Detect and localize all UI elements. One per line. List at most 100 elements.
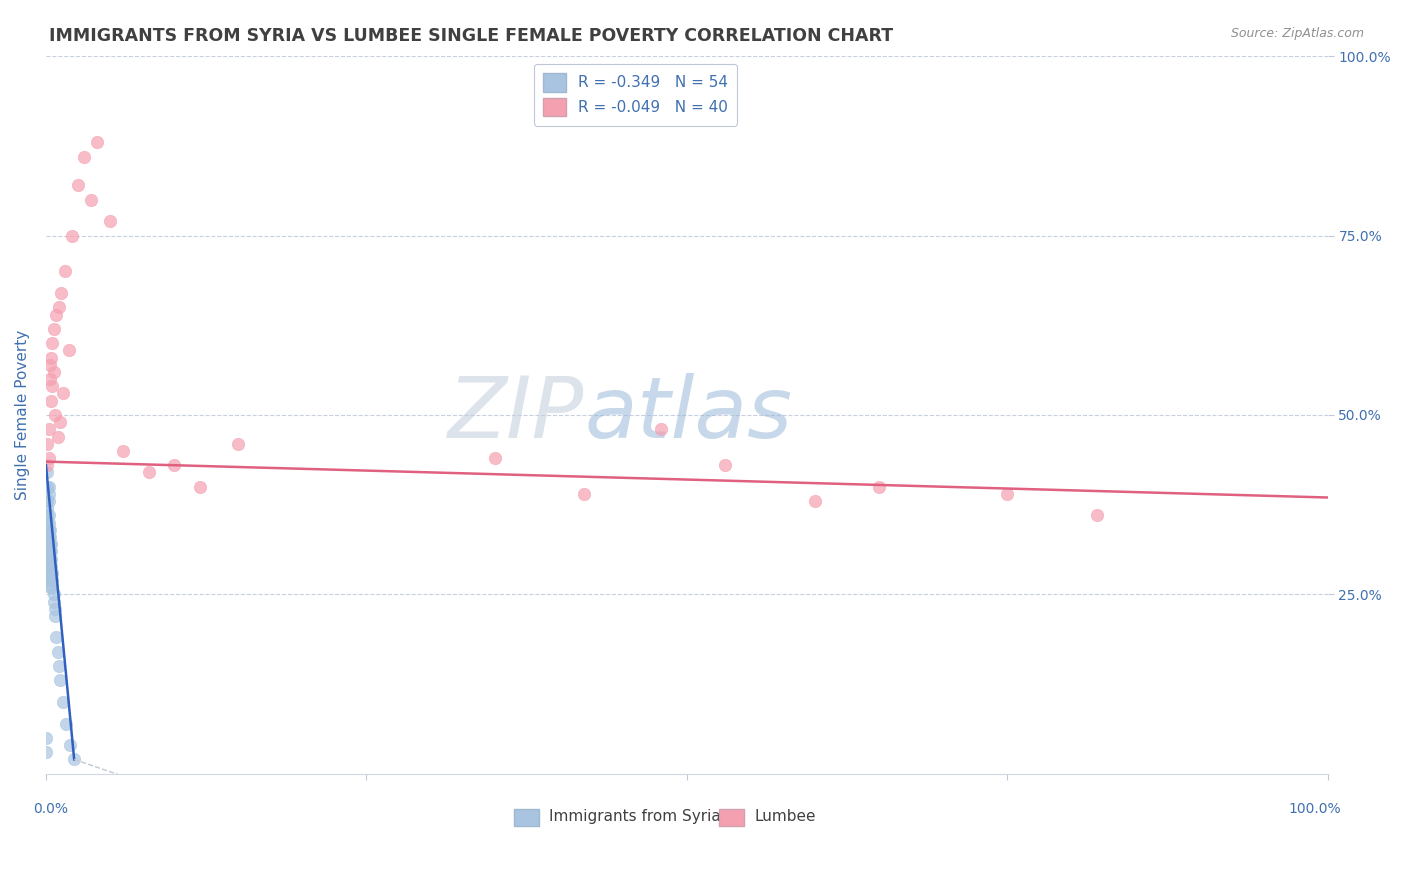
- Text: IMMIGRANTS FROM SYRIA VS LUMBEE SINGLE FEMALE POVERTY CORRELATION CHART: IMMIGRANTS FROM SYRIA VS LUMBEE SINGLE F…: [49, 27, 893, 45]
- Point: [38, 530, 60, 544]
- Point: [48, 659, 70, 673]
- Point: [37, 523, 59, 537]
- Point: [41, 580, 63, 594]
- Point: [484, 450, 506, 465]
- Point: [38, 358, 60, 372]
- Point: [49, 673, 72, 688]
- Point: [42, 322, 65, 336]
- Point: [51, 285, 73, 300]
- Point: [39, 544, 62, 558]
- Point: [38, 566, 60, 580]
- Point: [38, 523, 60, 537]
- Point: [41, 379, 63, 393]
- Point: [38, 494, 60, 508]
- Point: [41, 336, 63, 351]
- Point: [60, 228, 83, 243]
- Y-axis label: Single Female Poverty: Single Female Poverty: [15, 330, 30, 500]
- Point: [1085, 508, 1108, 523]
- Point: [66, 178, 89, 193]
- Point: [37, 458, 59, 473]
- Point: [38, 544, 60, 558]
- Point: [38, 530, 60, 544]
- Point: [38, 537, 60, 551]
- Point: [63, 752, 86, 766]
- Point: [42, 594, 65, 608]
- Point: [38, 372, 60, 386]
- Point: [37, 537, 59, 551]
- Point: [39, 551, 62, 566]
- Point: [80, 193, 103, 207]
- Point: [49, 415, 72, 429]
- Text: ZIP: ZIP: [449, 374, 585, 457]
- Point: [111, 443, 134, 458]
- Point: [53, 264, 76, 278]
- Point: [44, 408, 66, 422]
- Point: [38, 573, 60, 587]
- Point: [38, 537, 60, 551]
- Point: [41, 566, 63, 580]
- Point: [37, 530, 59, 544]
- Point: [38, 516, 60, 530]
- Point: [45, 308, 67, 322]
- Point: [38, 422, 60, 436]
- Point: [38, 558, 60, 573]
- Point: [804, 494, 827, 508]
- Point: [38, 544, 60, 558]
- Point: [42, 365, 65, 379]
- Point: [37, 480, 59, 494]
- Point: [35, 745, 58, 759]
- Point: [38, 523, 60, 537]
- Point: [37, 494, 59, 508]
- Point: [37, 508, 59, 523]
- Point: [226, 436, 249, 450]
- Point: [42, 587, 65, 601]
- Text: 0.0%: 0.0%: [34, 802, 67, 816]
- Point: [52, 386, 75, 401]
- Point: [714, 458, 737, 473]
- Point: [163, 458, 186, 473]
- Point: [45, 631, 67, 645]
- Point: [37, 566, 59, 580]
- Text: Source: ZipAtlas.com: Source: ZipAtlas.com: [1230, 27, 1364, 40]
- Point: [574, 487, 596, 501]
- Point: [38, 551, 60, 566]
- Point: [44, 608, 66, 623]
- Point: [59, 738, 82, 752]
- Point: [39, 566, 62, 580]
- Point: [86, 136, 108, 150]
- Point: [39, 558, 62, 573]
- Point: [188, 480, 211, 494]
- Point: [39, 537, 62, 551]
- Point: [46, 645, 69, 659]
- Text: Immigrants from Syria: Immigrants from Syria: [550, 809, 721, 824]
- Point: [55, 716, 77, 731]
- Point: [138, 466, 160, 480]
- Point: [38, 480, 60, 494]
- Point: [35, 731, 58, 745]
- Point: [73, 150, 96, 164]
- Point: [37, 516, 59, 530]
- Point: [38, 487, 60, 501]
- Point: [44, 601, 66, 615]
- Point: [37, 466, 59, 480]
- Legend: R = -0.349   N = 54, R = -0.049   N = 40: R = -0.349 N = 54, R = -0.049 N = 40: [534, 64, 737, 126]
- Text: Lumbee: Lumbee: [754, 809, 815, 824]
- Point: [58, 343, 80, 358]
- Point: [37, 436, 59, 450]
- Point: [37, 551, 59, 566]
- Point: [52, 695, 75, 709]
- Point: [41, 573, 63, 587]
- Point: [48, 301, 70, 315]
- Point: [46, 429, 69, 443]
- Point: [997, 487, 1019, 501]
- Point: [39, 351, 62, 365]
- Point: [38, 508, 60, 523]
- Point: [868, 480, 890, 494]
- Point: [38, 551, 60, 566]
- Text: atlas: atlas: [585, 374, 793, 457]
- Point: [39, 393, 62, 408]
- Point: [38, 450, 60, 465]
- Point: [98, 214, 121, 228]
- Point: [37, 501, 59, 516]
- Text: 100.0%: 100.0%: [1288, 802, 1341, 816]
